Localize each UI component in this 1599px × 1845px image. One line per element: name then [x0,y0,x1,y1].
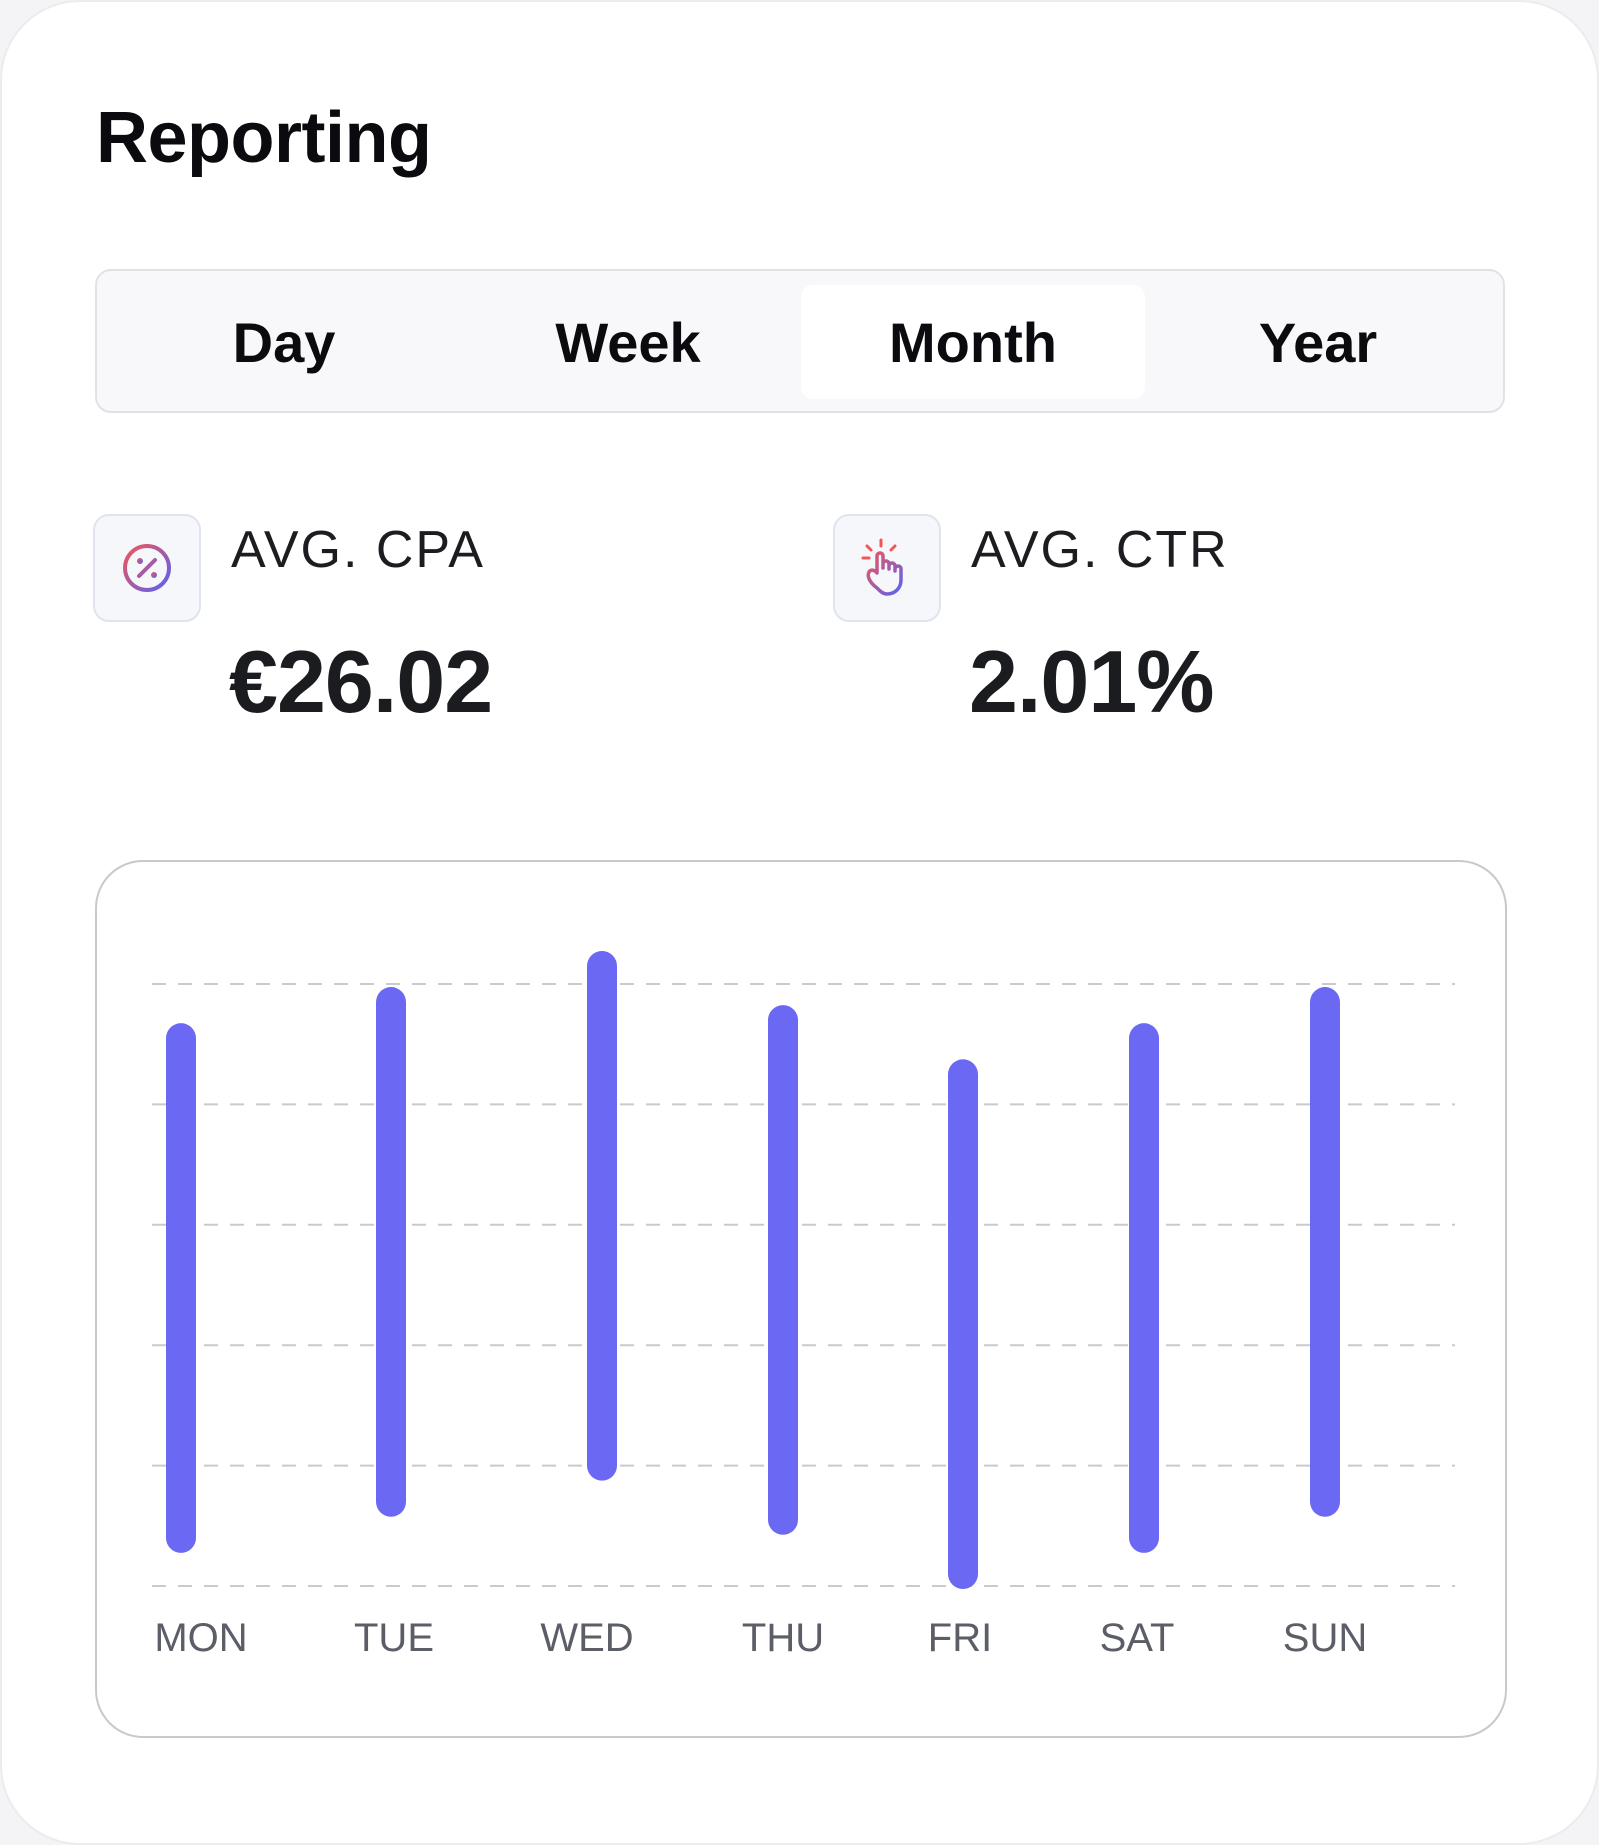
metric-label: AVG. CTR [971,521,1229,579]
percent-badge-icon [93,514,201,622]
x-tick-label: FRI [928,1616,992,1660]
chart-canvas: MON TUE WED THU FRI SAT SUN [152,950,1455,1660]
period-segmented-control: Day Week Month Year [95,269,1505,413]
x-tick-label: THU [742,1616,824,1660]
x-tick-label: SAT [1100,1616,1175,1660]
x-tick-label: SUN [1283,1616,1367,1660]
hand-tap-icon [833,514,941,622]
x-tick-label: TUE [354,1616,434,1660]
metric-value: 2.01% [969,632,1215,731]
tab-day[interactable]: Day [232,310,336,374]
metric-value: €26.02 [229,632,493,731]
tab-year[interactable]: Year [1258,310,1378,374]
x-tick-label: MON [154,1616,247,1660]
weekly-chart: MON TUE WED THU FRI SAT SUN [95,860,1507,1738]
metric-label: AVG. CPA [231,521,485,579]
tab-month[interactable]: Month [801,285,1145,399]
x-tick-label: WED [540,1616,633,1660]
tab-week[interactable]: Week [555,310,701,374]
page-title: Reporting [96,98,432,178]
